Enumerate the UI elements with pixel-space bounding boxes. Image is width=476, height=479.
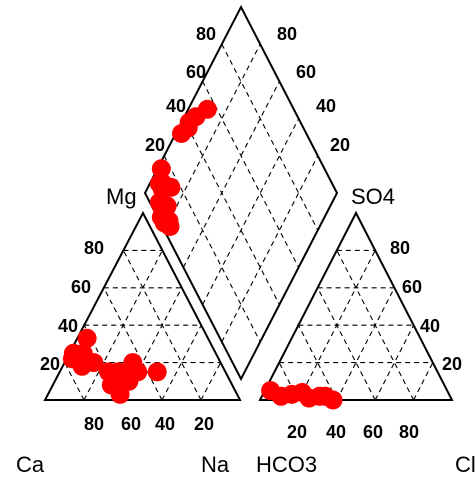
diamond-point-10 xyxy=(161,177,181,197)
diamond-left-tick-20: 20 xyxy=(145,135,165,155)
diamond-grid-b-4 xyxy=(221,155,319,343)
diamond-point-16 xyxy=(197,99,217,119)
grid-layer xyxy=(64,43,434,401)
diamond-point-7 xyxy=(157,196,177,216)
point-layer xyxy=(62,99,343,410)
diamond-point-9 xyxy=(160,217,180,236)
mg-diamond-label: Mg xyxy=(106,184,137,209)
cation-bottom-tick-40: 40 xyxy=(155,414,175,434)
cation-grid-l-4 xyxy=(64,362,85,401)
cation-left-tick-60: 60 xyxy=(71,277,91,297)
anion-bottom-tick-60: 60 xyxy=(363,422,383,442)
diamond-grid-a-1 xyxy=(163,155,261,343)
diamond-point-11 xyxy=(151,159,171,179)
diamond-grid-a-3 xyxy=(202,81,300,268)
diamond-right-tick-60: 60 xyxy=(296,62,316,82)
cation-point-6 xyxy=(77,328,97,348)
diamond-grid-a-2 xyxy=(182,118,280,305)
anion-grid-r-2 xyxy=(336,287,395,401)
cation-point-14 xyxy=(128,362,148,382)
cation-left-tick-20: 20 xyxy=(40,354,60,374)
anion-bottom-tick-80: 80 xyxy=(399,422,419,442)
cation-bottom-tick-20: 20 xyxy=(194,414,214,434)
anion-right-tick-60: 60 xyxy=(402,277,422,297)
diamond-left-tick-40: 40 xyxy=(166,96,186,116)
cl-corner-label: Cl xyxy=(455,452,476,477)
anion-grid-l-2 xyxy=(317,287,376,401)
anion-grid-l-4 xyxy=(278,362,299,401)
anion-triangle-outline xyxy=(258,210,454,401)
diamond-left-tick-60: 60 xyxy=(186,62,206,82)
cation-point-5 xyxy=(84,353,104,373)
diamond-right-tick-80: 80 xyxy=(277,24,297,44)
diamond-grid-b-1 xyxy=(163,43,261,231)
label-layer: 80 60 40 20 80 60 40 20 80 60 40 20 20 4… xyxy=(16,24,476,477)
anion-right-tick-20: 20 xyxy=(442,354,462,374)
diamond-left-tick-80: 80 xyxy=(196,24,216,44)
anion-grid-r-4 xyxy=(413,362,434,401)
anion-point-7 xyxy=(323,390,343,410)
cation-bottom-tick-60: 60 xyxy=(121,414,141,434)
cation-left-tick-40: 40 xyxy=(58,316,78,336)
anion-bottom-tick-20: 20 xyxy=(287,422,307,442)
diamond-grid-b-2 xyxy=(182,81,280,268)
hco3-corner-label: HCO3 xyxy=(256,452,317,477)
anion-right-tick-40: 40 xyxy=(420,316,440,336)
cation-left-tick-80: 80 xyxy=(84,238,104,258)
diamond-grid-a-4 xyxy=(221,43,319,231)
anion-right-tick-80: 80 xyxy=(390,238,410,258)
cation-bottom-tick-80: 80 xyxy=(84,414,104,434)
so4-diamond-label: SO4 xyxy=(351,184,395,209)
ca-corner-label: Ca xyxy=(16,452,45,477)
cation-grid-r-4 xyxy=(200,362,222,401)
anion-bottom-tick-40: 40 xyxy=(326,422,346,442)
cation-point-15 xyxy=(147,362,167,382)
diamond-right-tick-20: 20 xyxy=(330,135,350,155)
diamond-right-tick-40: 40 xyxy=(316,96,336,116)
diamond-grid-b-3 xyxy=(202,118,300,305)
na-corner-label: Na xyxy=(201,452,230,477)
cation-grid-l-2 xyxy=(103,287,163,401)
cation-triangle-outline xyxy=(43,210,242,401)
